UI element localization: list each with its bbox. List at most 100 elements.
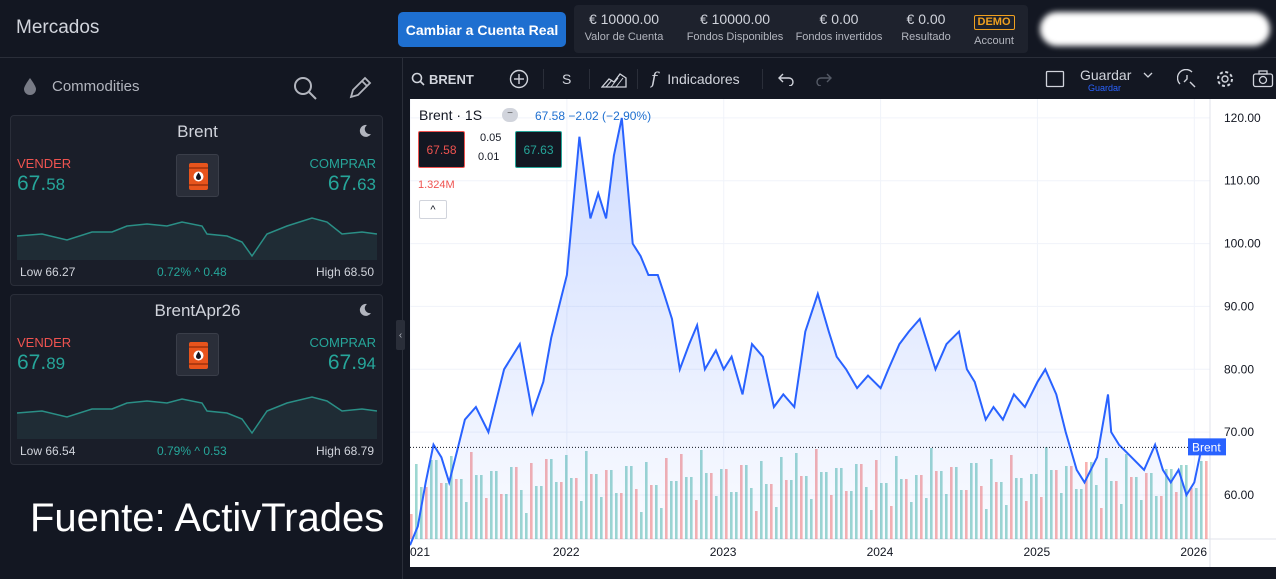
layout-button[interactable] [1045, 60, 1065, 98]
panel-divider [402, 58, 403, 579]
account-menu[interactable]: DEMO Account [968, 12, 1020, 47]
source-caption: Fuente: ActivTrades [30, 496, 385, 540]
series-tag-label: Brent [1192, 440, 1221, 454]
buy-label[interactable]: COMPRAR [309, 156, 376, 171]
indicators-button[interactable]: f Indicadores [651, 60, 740, 98]
category-selector[interactable]: Commodities [52, 78, 140, 95]
undo-button[interactable] [778, 60, 794, 98]
arrow-up-icon: ^ [194, 444, 201, 458]
instrument-name: BrentApr26 [154, 301, 241, 320]
function-icon: f [651, 69, 658, 89]
alarm-icon [1177, 69, 1196, 88]
change-info: 0.72% ^ 0.48 [157, 265, 227, 279]
x-tick-label: 2022 [553, 545, 580, 559]
sparkline-chart [17, 217, 377, 260]
collapse-legend-button[interactable]: ^ [419, 200, 447, 219]
interval-button[interactable]: S [562, 71, 572, 87]
buy-price-main: 67. [327, 172, 358, 195]
change-absolute: 0.48 [203, 265, 227, 279]
buy-price[interactable]: 67.63 [328, 172, 376, 196]
undo-icon [778, 73, 794, 86]
screenshot-button[interactable] [1252, 60, 1274, 98]
switch-real-account-button[interactable]: Cambiar a Cuenta Real [398, 12, 566, 47]
stat-value: € 10000.00 [699, 11, 771, 27]
stat-value: € 0.00 [819, 11, 859, 27]
pencil-icon[interactable] [347, 75, 373, 101]
search-icon[interactable] [292, 75, 318, 101]
spread-bottom: 0.01 [478, 151, 500, 163]
price-chart[interactable]: 60.00 70.00 80.00 90.00 100.00 110.00 120.00 02… [410, 99, 1276, 567]
buy-price[interactable]: 67.94 [328, 351, 376, 375]
legend-title: Brent · 1S [419, 107, 483, 123]
moon-icon [359, 303, 371, 316]
volume-bar [1205, 461, 1208, 539]
sell-price-pips: 58 [46, 175, 66, 194]
y-tick-label: 90.00 [1224, 299, 1254, 313]
instrument-name: Brent [177, 122, 218, 141]
sell-label[interactable]: VENDER [17, 335, 72, 350]
change-absolute: 0.53 [203, 444, 227, 458]
volume-bar [415, 464, 418, 539]
square-icon [1045, 70, 1065, 88]
chart-canvas[interactable]: 60.00 70.00 80.00 90.00 100.00 110.00 120.00 02… [410, 99, 1276, 567]
sell-price[interactable]: 67.89 [17, 351, 65, 375]
instrument-card-brent[interactable]: Brent VENDER COMPRAR 67.58 67.63 [10, 115, 383, 286]
stat-label: Resultado [901, 31, 951, 43]
plus-circle-icon [509, 69, 529, 89]
chevron-down-icon [1143, 72, 1153, 78]
series-tag-box [1188, 438, 1226, 456]
gear-icon [1217, 71, 1233, 87]
sell-price-main: 67. [17, 172, 47, 195]
redo-button[interactable] [816, 60, 832, 98]
toolbar-separator [762, 69, 763, 89]
arrow-up-icon: ^ [194, 265, 201, 279]
volume-bar [410, 514, 413, 539]
sparkline-chart [17, 396, 377, 439]
price-line [410, 117, 1204, 546]
sell-label[interactable]: VENDER [17, 156, 72, 171]
drop-icon [24, 78, 36, 95]
sell-price-main: 67. [17, 351, 47, 374]
legend-toggle[interactable]: − [502, 108, 518, 122]
sell-price[interactable]: 67.58 [17, 172, 65, 196]
stat-label: Valor de Cuenta [584, 31, 664, 43]
change-info: 0.79% ^ 0.53 [157, 444, 227, 458]
chart-toolbar: BRENT S f Indicadores [405, 60, 1276, 98]
low-value: Low 66.27 [20, 265, 76, 279]
high-value: High 68.79 [315, 444, 374, 458]
low-value: Low 66.54 [20, 444, 76, 458]
sell-quick-button[interactable]: 67.58 [418, 131, 465, 168]
change-percent: 0.72% [157, 265, 192, 279]
account-label: Account [974, 35, 1014, 47]
stat-label: Fondos Disponibles [686, 31, 784, 43]
x-tick-label: 2024 [867, 545, 894, 559]
sell-price-pips: 89 [46, 354, 66, 373]
collapse-sidebar-handle[interactable]: ‹ [396, 320, 405, 350]
markets-sidebar: Commodities Brent VENDER COMPRAR 67.58 6… [0, 58, 395, 579]
category-row: Commodities [0, 58, 395, 114]
buy-price-main: 67. [327, 351, 358, 374]
buy-quick-button[interactable]: 67.63 [515, 131, 562, 168]
x-tick-label: 2026 [1180, 545, 1207, 559]
y-tick-label: 60.00 [1224, 488, 1254, 502]
stat-value: € 10000.00 [588, 11, 660, 27]
stat-available-funds: € 10000.00 Fondos Disponibles [678, 11, 792, 43]
alert-button[interactable] [1177, 60, 1197, 98]
save-sublabel: Guardar [1088, 83, 1122, 93]
y-tick-label: 70.00 [1224, 425, 1254, 439]
buy-price-pips: 63 [357, 175, 376, 194]
chart-type-button[interactable] [601, 60, 627, 98]
buy-label[interactable]: COMPRAR [309, 335, 376, 350]
oil-barrel-icon [176, 154, 219, 197]
y-tick-label: 120.00 [1224, 111, 1261, 125]
instrument-card-brentapr26[interactable]: BrentApr26 VENDER COMPRAR 67.89 67.94 [10, 294, 383, 465]
save-button[interactable]: Guardar [1080, 56, 1153, 94]
buy-price-pips: 94 [357, 354, 376, 373]
settings-button[interactable] [1215, 60, 1235, 98]
toolbar-separator [637, 69, 638, 89]
compare-button[interactable] [509, 60, 529, 98]
symbol-search[interactable]: BRENT [411, 60, 474, 98]
x-tick-label: 021 [410, 545, 430, 559]
area-chart-icon [601, 73, 627, 88]
